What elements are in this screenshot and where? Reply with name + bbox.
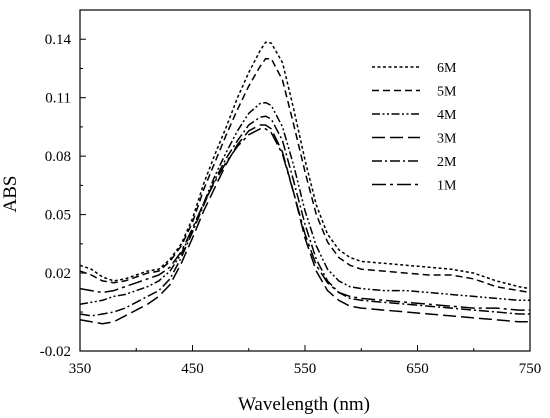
- series-line-6M: [79, 41, 531, 290]
- series-line-4M: [79, 101, 530, 305]
- legend: 6M 5M 4M 3M 2M 1M: [372, 61, 457, 194]
- y-tick-label: 0.05: [45, 208, 71, 224]
- legend-label-2M: 2M: [437, 155, 457, 170]
- series-line-5M: [79, 57, 531, 294]
- x-tick-label: 550: [294, 361, 317, 377]
- y-axis-label: ABS: [0, 176, 21, 213]
- y-tick-label: 0.02: [45, 266, 71, 282]
- legend-label-6M: 6M: [437, 61, 457, 76]
- series-line-1M: [79, 128, 530, 311]
- x-tick-label: 350: [69, 361, 92, 377]
- series-line-2M: [79, 115, 530, 317]
- series-line-3M: [79, 124, 530, 325]
- x-axis-label: Wavelength (nm): [238, 394, 370, 415]
- ticks-group: 350 450 550 650 750 -0.02 0.02 0.05 0.08 0.11 0.14: [40, 32, 542, 377]
- legend-label-4M: 4M: [437, 108, 457, 123]
- legend-label-5M: 5M: [437, 85, 457, 100]
- x-tick-label: 450: [181, 361, 204, 377]
- series-group: [79, 41, 531, 325]
- legend-label-1M: 1M: [437, 179, 457, 194]
- y-tick-label: 0.11: [45, 91, 71, 107]
- legend-label-3M: 3M: [437, 132, 457, 147]
- x-tick-label: 750: [519, 361, 542, 377]
- x-tick-label: 650: [406, 361, 429, 377]
- y-tick-label: -0.02: [40, 344, 71, 360]
- y-tick-label: 0.14: [45, 32, 72, 48]
- y-tick-label: 0.08: [45, 149, 71, 165]
